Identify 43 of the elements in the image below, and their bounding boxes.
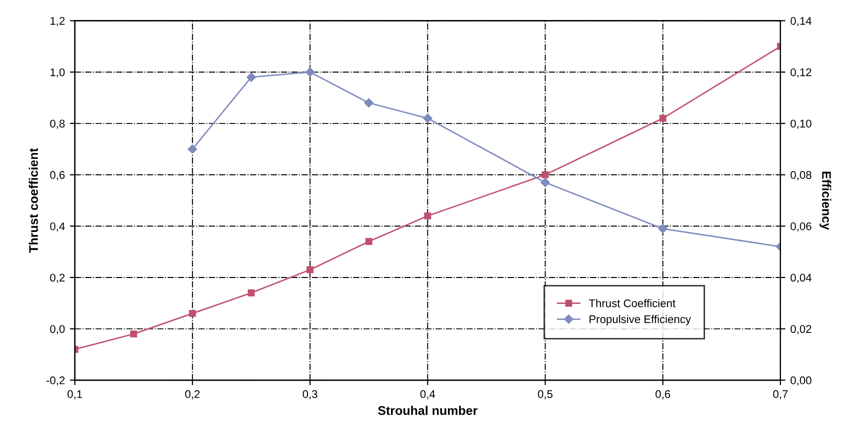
point [540,178,550,188]
y2-axis-title: Efficiency [820,172,832,230]
x-tick-label: 0,5 [538,390,553,400]
x-tick-label: 0,1 [68,390,82,400]
x-tick-label: 0,2 [185,390,200,400]
y2-tick-label: 0,14 [790,17,812,26]
x-tick-label: 0,6 [656,390,670,400]
point [365,238,372,245]
y-tick-label: 0,0 [50,325,65,334]
y2-tick-label: 0,04 [790,274,812,283]
y2-tick-label: 0,10 [790,120,812,129]
point [364,98,374,108]
y2-tick-label: 0,08 [790,171,812,180]
x-tick-label: 0,7 [773,390,788,400]
legend-label: Propulsive Efficiency [590,314,691,326]
y2-tick-label: 0,06 [790,222,812,232]
point [188,144,198,154]
point [130,330,138,338]
x-tick-label: 0,3 [302,390,318,400]
y-tick-label: 0,2 [50,274,65,283]
y2-tick-label: 0,00 [790,376,812,386]
point [188,310,196,317]
y2-tick-label: 0,02 [790,325,812,334]
legend-label: Thrust Coefficient [588,299,676,308]
y-tick-label: 0,4 [50,222,65,232]
point [246,72,256,82]
y-tick-label: 0,6 [50,171,65,180]
point [659,114,666,122]
point [542,171,549,178]
y-tick-label: 1,0 [50,68,65,78]
y-tick-label: -0,2 [46,376,65,386]
point [424,212,432,220]
x-axis-title: Strouhal number [378,406,478,415]
point [305,67,315,77]
point [306,266,314,274]
y-tick-label: 1,2 [50,17,65,26]
point [658,224,668,234]
point [248,289,255,296]
y2-tick-label: 0,12 [790,68,812,78]
point [423,114,432,123]
y-axis-title: Thrust coefficient [28,148,38,253]
y-tick-label: 0,8 [50,120,65,129]
x-tick-label: 0,4 [420,390,436,400]
